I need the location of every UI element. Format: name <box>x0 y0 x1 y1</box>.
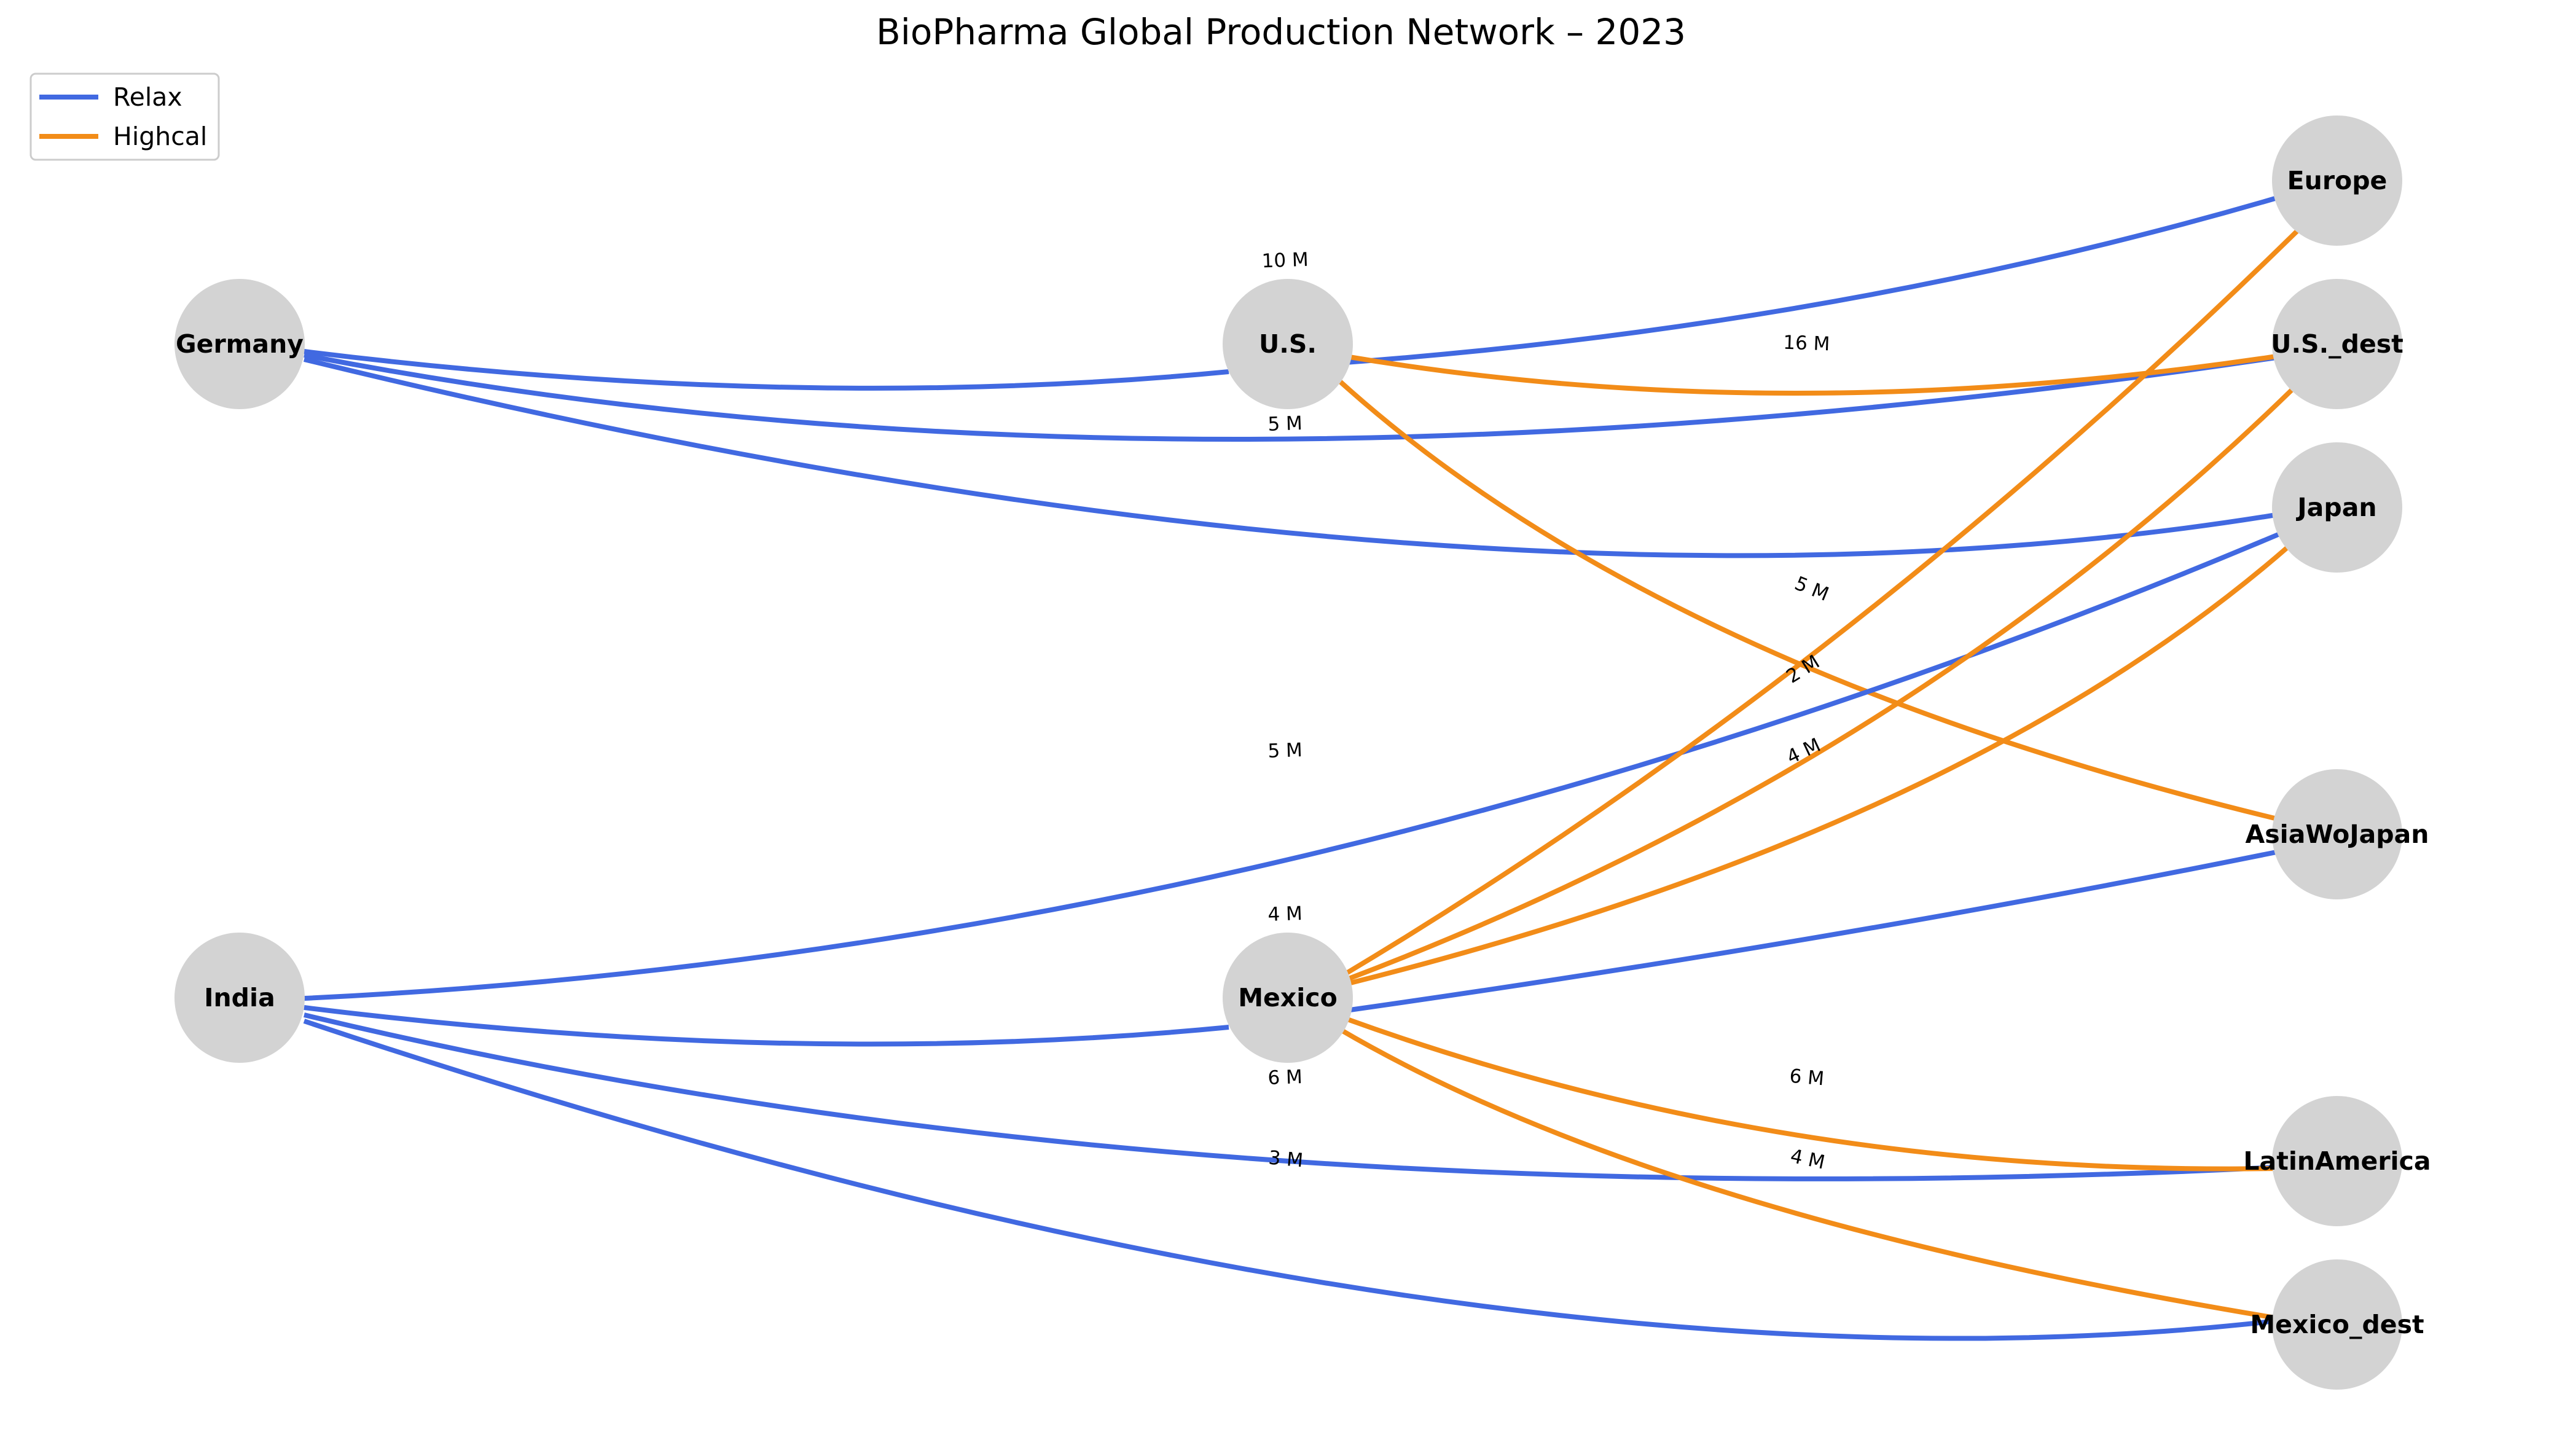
legend: Relax Highcal <box>29 72 220 161</box>
legend-highcal-label: Highcal <box>113 122 207 151</box>
node-mexico-dest-circle <box>2272 1259 2402 1390</box>
nodes: Germany India U.S. Mexico Europe U.S._de… <box>174 115 2431 1390</box>
edge-label-mexico-latinamerica: 6 M <box>1788 1065 1825 1090</box>
node-latinamerica: LatinAmerica <box>2243 1096 2431 1226</box>
node-latinamerica-circle <box>2272 1096 2402 1226</box>
edge-india-mexico <box>304 1005 1229 1047</box>
node-europe-label: Europe <box>2287 166 2388 195</box>
edge-mexico-asiawojapan <box>1345 848 2283 1013</box>
edge-label-us-usdest: 16 M <box>1783 332 1830 356</box>
node-us-dest: U.S._dest <box>2271 279 2403 409</box>
node-japan-label: Japan <box>2295 493 2376 522</box>
edge-label-germany-usdest: 5 M <box>1267 412 1303 436</box>
node-japan: Japan <box>2272 442 2402 573</box>
edge-label-germany-japan: 5 M <box>1267 739 1303 762</box>
node-us-dest-circle <box>2272 279 2402 409</box>
node-mexico-label: Mexico <box>1238 983 1338 1012</box>
edge-us-europe <box>1345 193 2287 365</box>
node-asiawojapan-circle <box>2272 769 2402 899</box>
edge-mexico-mexicodest <box>1338 1027 2283 1321</box>
node-us-dest-label: U.S._dest <box>2271 329 2403 359</box>
edge-germany-japan <box>304 357 2277 558</box>
node-europe: Europe <box>2272 115 2402 246</box>
edges <box>303 193 2300 1341</box>
node-germany: Germany <box>174 279 305 409</box>
edge-mexico-usdest <box>1344 385 2297 982</box>
node-india: India <box>174 933 305 1063</box>
node-europe-circle <box>2272 115 2402 246</box>
chart-title: BioPharma Global Production Network – 20… <box>876 11 1686 53</box>
edge-germany-us <box>304 349 1229 391</box>
edge-germany-usdest <box>304 353 2277 442</box>
edge-mexico-japan <box>1345 541 2294 987</box>
node-asiawojapan-label: AsiaWoJapan <box>2246 820 2429 849</box>
edge-us-asiawojapan <box>1338 379 2283 823</box>
node-mexico-dest-label: Mexico_dest <box>2250 1310 2424 1339</box>
edge-label-india-mexicodest: 3 M <box>1267 1147 1304 1172</box>
node-germany-label: Germany <box>176 329 304 359</box>
edge-us-usdest <box>1345 354 2277 396</box>
edge-india-mexicodest <box>303 1019 2277 1341</box>
edge-label-india-mexico: 4 M <box>1267 902 1303 926</box>
node-asiawojapan: AsiaWoJapan <box>2246 769 2429 899</box>
node-us-circle <box>1223 279 1353 409</box>
edge-mexico-europe <box>1344 229 2300 976</box>
edge-mexico-latinamerica <box>1344 1016 2277 1172</box>
edge-india-latinamerica <box>304 1012 2277 1181</box>
edge-label-germany-us: 10 M <box>1261 249 1309 273</box>
node-us-label: U.S. <box>1259 329 1317 359</box>
node-us: U.S. <box>1223 279 1353 409</box>
node-india-circle <box>174 933 305 1063</box>
node-mexico-circle <box>1223 933 1353 1063</box>
node-latinamerica-label: LatinAmerica <box>2243 1146 2431 1176</box>
edge-label-india-latinamerica: 6 M <box>1267 1066 1303 1089</box>
node-mexico-dest: Mexico_dest <box>2250 1259 2424 1390</box>
node-india-label: India <box>204 983 275 1012</box>
node-japan-circle <box>2272 442 2402 573</box>
node-germany-circle <box>174 279 305 409</box>
node-mexico: Mexico <box>1223 933 1353 1063</box>
legend-relax-label: Relax <box>113 82 182 112</box>
